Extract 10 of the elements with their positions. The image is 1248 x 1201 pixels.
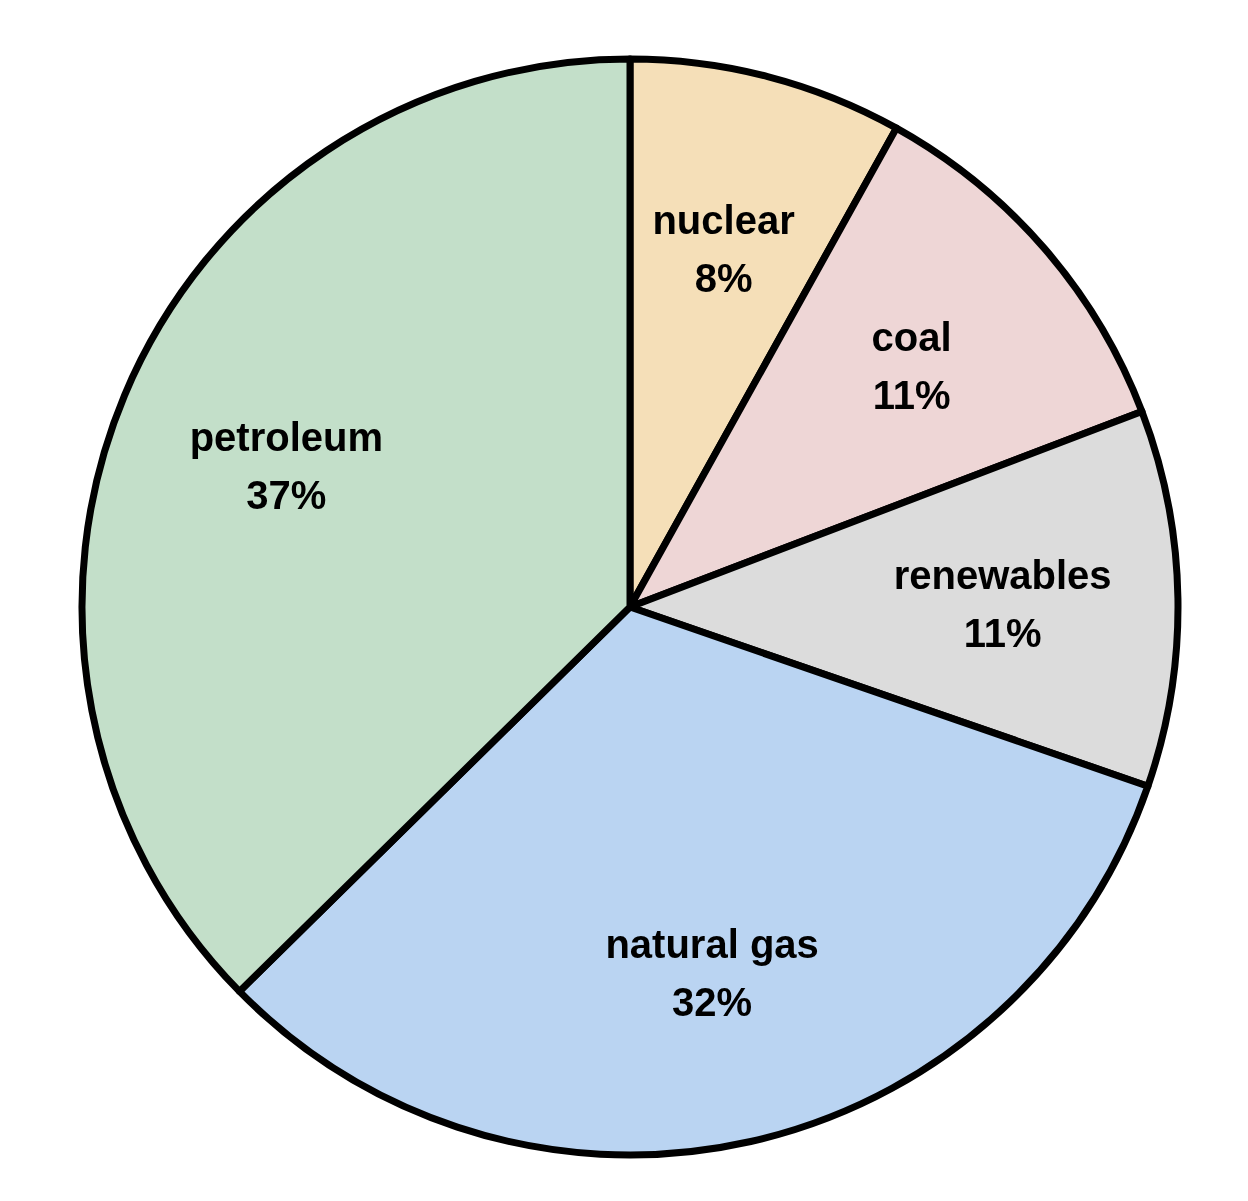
- slice-label: coal: [871, 314, 952, 359]
- data-label: 32%: [672, 980, 753, 1025]
- slice-label: natural gas: [605, 922, 819, 967]
- data-label: 11%: [963, 611, 1042, 656]
- slice-label: renewables: [893, 553, 1112, 598]
- data-label: 11%: [872, 372, 951, 417]
- data-label: 37%: [246, 473, 327, 518]
- slice-label: nuclear: [652, 198, 795, 243]
- slice-label: petroleum: [189, 415, 383, 460]
- data-label: 8%: [694, 256, 753, 301]
